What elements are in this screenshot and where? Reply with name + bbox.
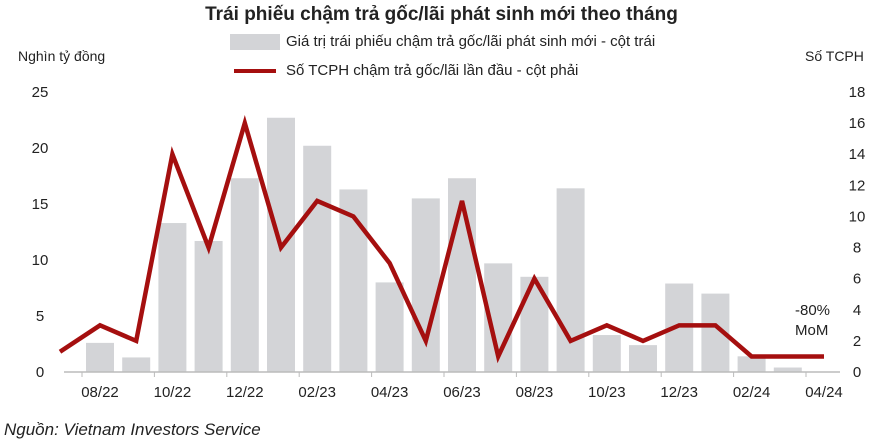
y2-axis-label: Số TCPH [805, 48, 864, 64]
legend-item-bars: Giá trị trái phiếu chậm trả gốc/lãi phát… [230, 33, 656, 51]
y2-tick-label: 4 [853, 302, 861, 319]
line-series [58, 115, 824, 364]
bar [629, 345, 657, 372]
y-tick-label: 5 [36, 308, 44, 325]
x-tick-label: 02/24 [733, 384, 771, 401]
y2-tick-label: 2 [853, 333, 861, 350]
y2-tick-label: 14 [849, 146, 866, 163]
bar [773, 367, 802, 372]
bar [303, 145, 332, 372]
y2-tick-label: 6 [853, 271, 861, 288]
y2-tick-label: 12 [849, 177, 866, 194]
legend-item-line: Số TCPH chậm trả gốc/lãi lần đầu - cột p… [230, 62, 578, 79]
y2-tick-label: 16 [849, 115, 866, 132]
y-tick-label: 25 [32, 84, 49, 101]
y-tick-label: 10 [32, 252, 49, 269]
y-axis-label: Nghìn tỷ đồng [18, 48, 106, 64]
x-tick-label: 04/24 [805, 384, 843, 401]
x-tick-label: 02/23 [298, 384, 336, 401]
y-tick-label: 15 [32, 196, 49, 213]
chart-title: Trái phiếu chậm trả gốc/lãi phát sinh mớ… [205, 4, 678, 25]
x-tick-label: 08/22 [81, 384, 119, 401]
x-tick-label: 10/22 [154, 384, 192, 401]
bar [375, 282, 404, 372]
y-tick-label: 20 [32, 140, 49, 157]
legend-swatch-line [234, 69, 276, 74]
bar [556, 188, 585, 372]
annotation: MoM [795, 322, 828, 339]
bar [230, 178, 259, 372]
y-tick-label: 0 [36, 364, 44, 381]
x-tick-label: 08/23 [516, 384, 554, 401]
y2-tick-label: 8 [853, 240, 861, 257]
x-tick-label: 06/23 [443, 384, 481, 401]
x-tick-label: 10/23 [588, 384, 626, 401]
bar [86, 342, 114, 372]
bar [737, 356, 766, 372]
legend-swatch-bar [230, 34, 280, 51]
x-tick-label: 12/22 [226, 384, 264, 401]
y2-tick-label: 18 [849, 84, 866, 101]
bar [194, 240, 223, 372]
x-tick-label: 04/23 [371, 384, 409, 401]
y2-tick-label: 0 [853, 364, 861, 381]
x-tick-label: 12/23 [660, 384, 698, 401]
bar [592, 335, 621, 372]
source-note: Nguồn: Vietnam Investors Service [4, 420, 261, 439]
y2-tick-label: 10 [849, 208, 866, 225]
bar [122, 357, 151, 372]
annotation: -80% [795, 302, 830, 319]
legend-label: Giá trị trái phiếu chậm trả gốc/lãi phát… [286, 33, 656, 50]
bar [158, 223, 187, 372]
legend-label: Số TCPH chậm trả gốc/lãi lần đầu - cột p… [286, 62, 579, 79]
